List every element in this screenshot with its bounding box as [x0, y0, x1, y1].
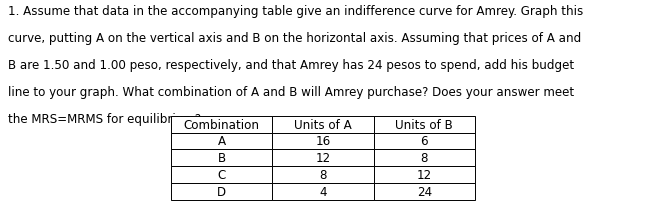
Text: B are 1.50 and 1.00 peso, respectively, and that Amrey has 24 pesos to spend, ad: B are 1.50 and 1.00 peso, respectively, … — [8, 59, 574, 72]
Text: curve, putting A on the vertical axis and B on the horizontal axis. Assuming tha: curve, putting A on the vertical axis an… — [8, 32, 581, 45]
Text: line to your graph. What combination of A and B will Amrey purchase? Does your a: line to your graph. What combination of … — [8, 86, 574, 99]
Text: 1. Assume that data in the accompanying table give an indifference curve for Amr: 1. Assume that data in the accompanying … — [8, 5, 583, 18]
Text: the MRS=MRMS for equilibrium?: the MRS=MRMS for equilibrium? — [8, 113, 201, 125]
